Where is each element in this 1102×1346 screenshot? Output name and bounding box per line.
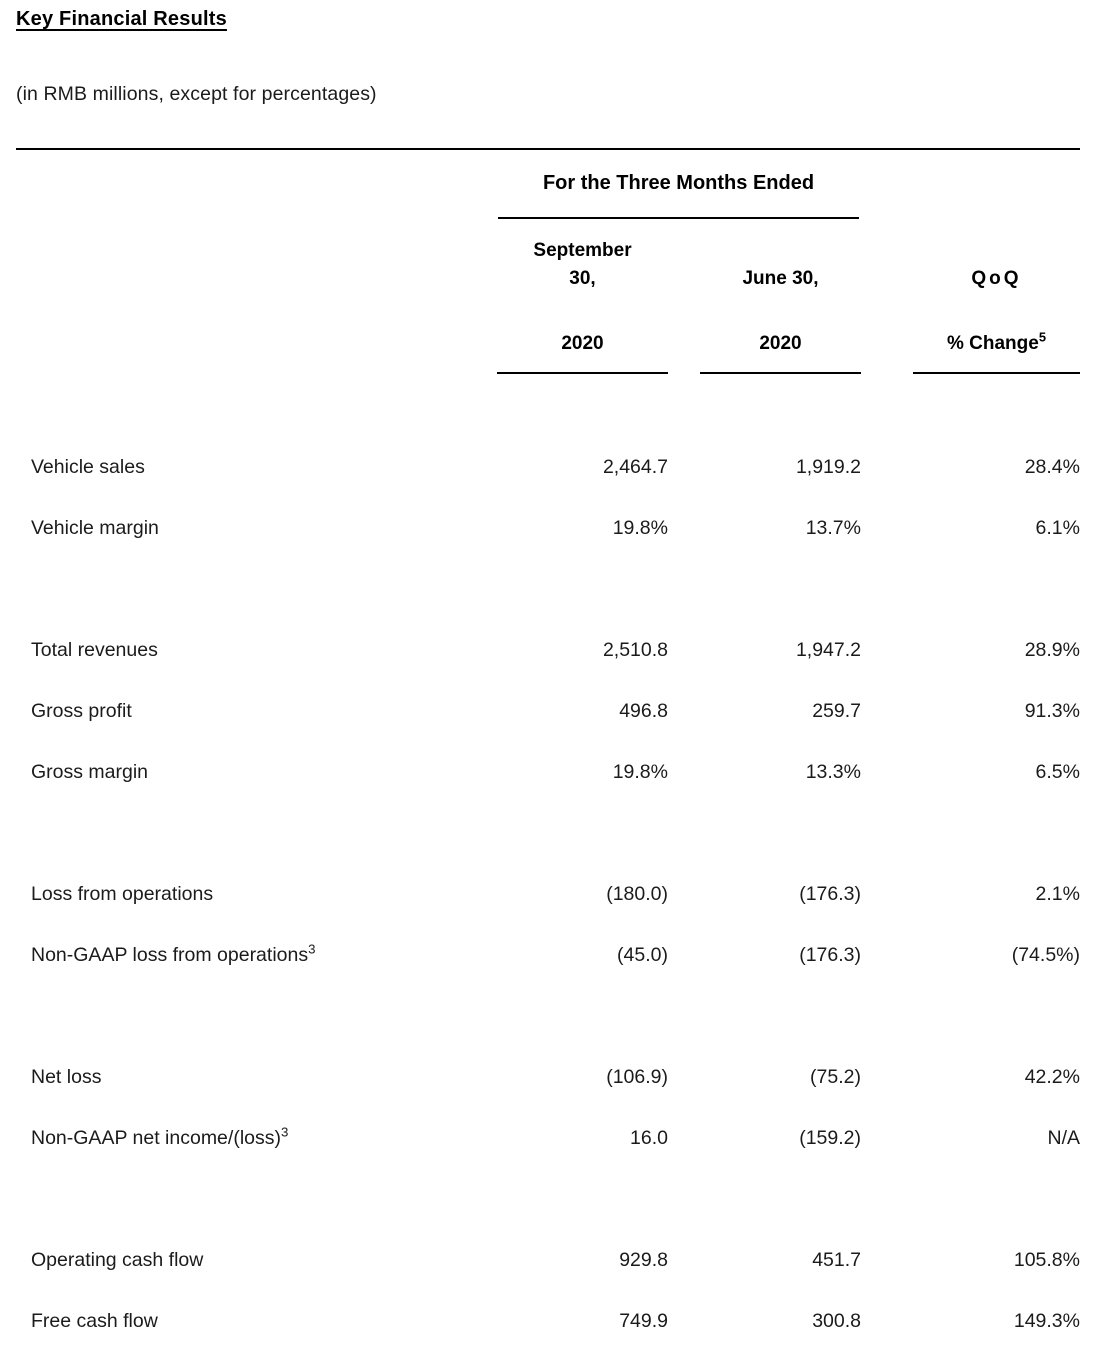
value-qoq: N/A — [1047, 1127, 1080, 1149]
column-period-label: QoQ — [971, 268, 1022, 289]
value-qoq: (74.5%) — [1011, 944, 1080, 966]
value-sep30: 2,510.8 — [602, 639, 668, 661]
value-qoq: 6.5% — [1035, 761, 1080, 783]
row-label: Free cash flow — [31, 1310, 158, 1332]
row-label: Net loss — [31, 1066, 102, 1088]
value-jun30: (159.2) — [799, 1127, 861, 1149]
value-qoq: 2.1% — [1035, 883, 1080, 905]
table-row-total-revenues: Total revenues 2,510.8 1,947.2 28.9% — [16, 620, 1080, 681]
group-spacer — [16, 1169, 1080, 1230]
value-qoq: 6.1% — [1035, 517, 1080, 539]
table-row-non-gaap-net-income-loss: Non-GAAP net income/(loss)3 16.0 (159.2)… — [16, 1108, 1080, 1169]
value-qoq: 91.3% — [1024, 700, 1080, 722]
value-jun30: (75.2) — [810, 1066, 861, 1088]
table-row-free-cash-flow: Free cash flow 749.9 300.8 149.3% — [16, 1291, 1080, 1346]
value-qoq: 28.9% — [1024, 639, 1080, 661]
table-row-vehicle-margin: Vehicle margin 19.8% 13.7% 6.1% — [16, 498, 1080, 559]
table-row-non-gaap-loss-from-operations: Non-GAAP loss from operations3 (45.0) (1… — [16, 925, 1080, 986]
value-sep30: 2,464.7 — [602, 456, 668, 478]
page-title: Key Financial Results — [16, 8, 227, 30]
column-year-label: 2020 — [759, 333, 802, 354]
value-sep30: 749.9 — [619, 1310, 668, 1332]
footnote-ref-5: 5 — [1038, 329, 1047, 345]
row-label: Total revenues — [31, 639, 158, 661]
table-row-loss-from-operations: Loss from operations (180.0) (176.3) 2.1… — [16, 864, 1080, 925]
row-label: Operating cash flow — [31, 1249, 204, 1271]
table-row-gross-margin: Gross margin 19.8% 13.3% 6.5% — [16, 742, 1080, 803]
row-label: Vehicle sales — [31, 456, 145, 478]
column-year-label: 2020 — [561, 333, 604, 354]
table-row-vehicle-sales: Vehicle sales 2,464.7 1,919.2 28.4% — [16, 437, 1080, 498]
value-sep30: 19.8% — [612, 761, 668, 783]
row-label: Gross margin — [31, 761, 149, 783]
value-sep30: (180.0) — [606, 883, 668, 905]
value-sep30: 19.8% — [612, 517, 668, 539]
column-period-label: September 30, — [533, 240, 632, 289]
value-sep30: 929.8 — [619, 1249, 668, 1271]
footnote-ref-3: 3 — [281, 1124, 289, 1140]
value-sep30: (106.9) — [606, 1066, 668, 1088]
table-row-net-loss: Net loss (106.9) (75.2) 42.2% — [16, 1047, 1080, 1108]
value-qoq: 42.2% — [1024, 1066, 1080, 1088]
value-qoq: 149.3% — [1013, 1310, 1080, 1332]
value-qoq: 105.8% — [1013, 1249, 1080, 1271]
column-header-row: September 30, 2020 June 30, 2020 QoQ % C… — [16, 219, 1080, 374]
footnote-ref-3: 3 — [308, 941, 316, 957]
row-label: Vehicle margin — [31, 517, 159, 539]
value-jun30: (176.3) — [799, 944, 861, 966]
financial-table: For the Three Months Ended September 30,… — [16, 172, 1080, 1346]
value-jun30: 300.8 — [812, 1310, 861, 1332]
group-spacer — [16, 803, 1080, 864]
period-group-header: For the Three Months Ended — [498, 172, 859, 219]
value-qoq: 28.4% — [1024, 456, 1080, 478]
value-jun30: 259.7 — [812, 700, 861, 722]
value-sep30: (45.0) — [617, 944, 668, 966]
value-jun30: 451.7 — [812, 1249, 861, 1271]
units-note: (in RMB millions, except for percentages… — [16, 83, 377, 105]
column-header-label-spacer — [16, 219, 476, 374]
table-row-gross-profit: Gross profit 496.8 259.7 91.3% — [16, 681, 1080, 742]
value-jun30: (176.3) — [799, 883, 861, 905]
value-jun30: 13.3% — [805, 761, 861, 783]
value-jun30: 13.7% — [805, 517, 861, 539]
column-header-september-30-2020: September 30, 2020 — [476, 219, 668, 374]
column-year-label: % Change5 — [946, 329, 1047, 354]
column-header-june-30-2020: June 30, 2020 — [668, 219, 861, 374]
value-sep30: 496.8 — [619, 700, 668, 722]
table-top-rule — [16, 148, 1080, 150]
table-body: Vehicle sales 2,464.7 1,919.2 28.4% Vehi… — [16, 374, 1080, 1346]
group-spacer — [16, 559, 1080, 620]
row-label: Loss from operations — [31, 883, 214, 905]
table-row-operating-cash-flow: Operating cash flow 929.8 451.7 105.8% — [16, 1230, 1080, 1291]
value-sep30: 16.0 — [630, 1127, 668, 1149]
group-spacer — [16, 986, 1080, 1047]
row-label: Non-GAAP loss from operations3 — [31, 941, 316, 966]
value-jun30: 1,919.2 — [795, 456, 861, 478]
column-header-qoq-change: QoQ % Change5 — [861, 219, 1080, 374]
column-period-label: June 30, — [742, 268, 819, 289]
row-label: Gross profit — [31, 700, 132, 722]
row-label: Non-GAAP net income/(loss)3 — [31, 1124, 289, 1149]
value-jun30: 1,947.2 — [795, 639, 861, 661]
